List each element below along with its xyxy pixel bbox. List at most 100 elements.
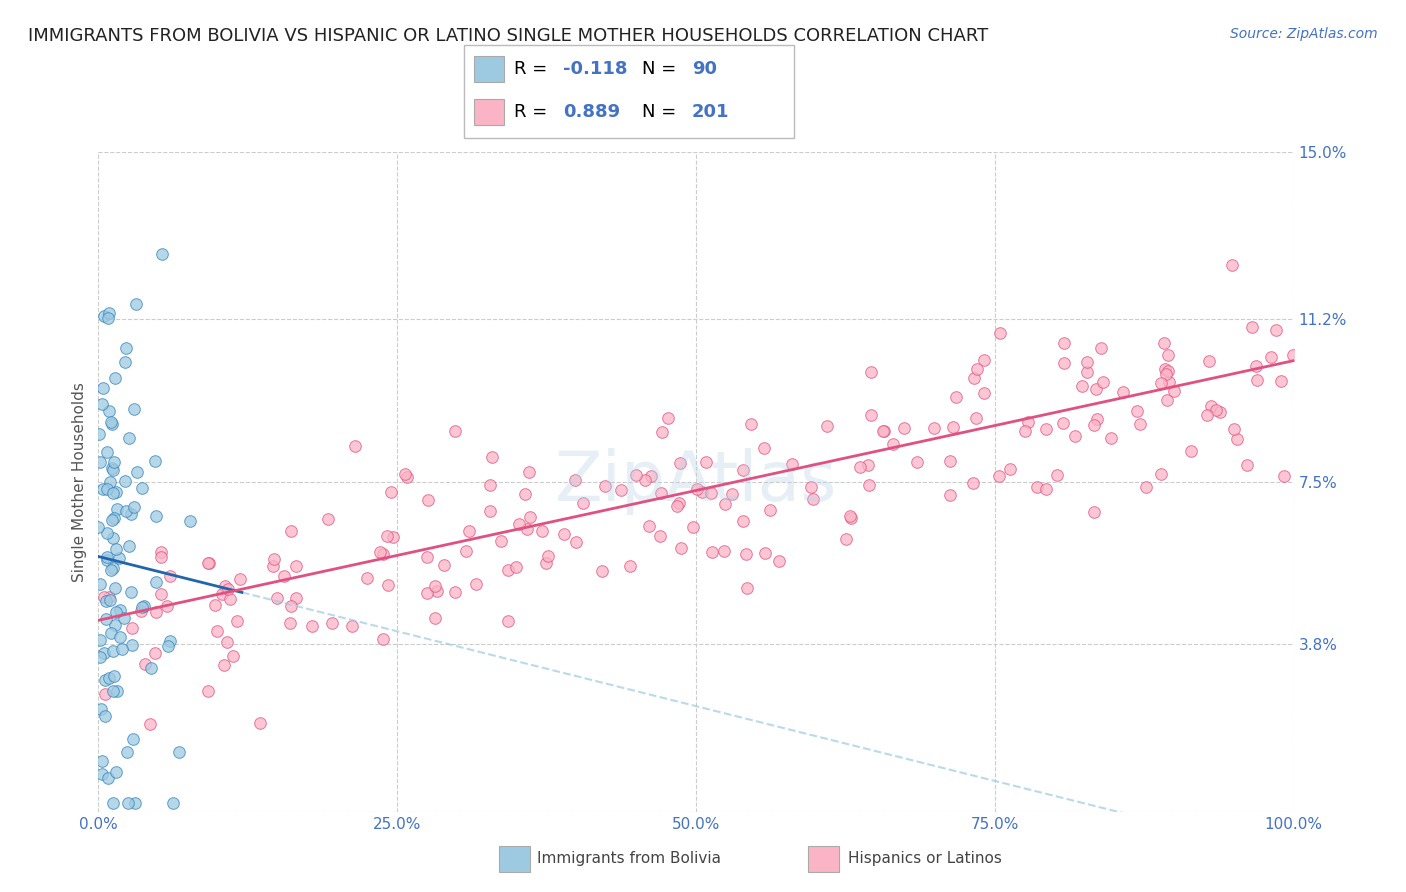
Point [1014,424,1036,438]
Point [754,546,776,560]
Point [714,497,737,511]
Point [987,469,1010,483]
Text: N =: N = [643,103,682,121]
Point [127,465,149,479]
Point [101,644,124,658]
Point [1084,382,1107,396]
Point [93,646,115,660]
Point [97,771,120,785]
Point [1083,505,1105,519]
Point [640,468,662,483]
Point [110,603,132,617]
Point [97,590,120,604]
Point [101,463,124,477]
Point [508,516,530,531]
Point [648,529,671,543]
Point [371,547,394,561]
Point [1153,336,1175,351]
Point [537,549,560,563]
Point [489,534,512,549]
Point [700,545,723,559]
Point [922,421,945,435]
Point [768,554,790,568]
Point [131,600,153,615]
Point [94,687,117,701]
Point [1017,415,1039,429]
Point [89,633,111,648]
Point [198,556,221,570]
Point [101,460,124,475]
Text: Hispanics or Latinos: Hispanics or Latinos [848,852,1001,866]
Point [1236,458,1258,472]
Point [444,585,467,599]
Text: 0.889: 0.889 [562,103,620,121]
Point [735,547,758,561]
Point [266,591,288,605]
Point [513,486,536,500]
Point [666,500,689,514]
Point [731,463,754,477]
Point [530,524,553,538]
Point [519,465,541,479]
Point [380,485,402,500]
Point [156,640,179,654]
Point [132,599,155,614]
Point [905,455,928,469]
Point [87,427,110,442]
Point [1157,375,1180,389]
Point [94,612,117,626]
Point [103,455,125,469]
Point [481,450,503,465]
Point [740,417,762,431]
Point [938,488,960,502]
Point [97,306,120,320]
Point [782,457,804,471]
Point [344,439,367,453]
Point [115,745,138,759]
Point [721,486,744,500]
Point [105,764,128,779]
Point [1195,409,1218,423]
Point [619,559,641,574]
Point [657,411,679,425]
Point [229,572,252,586]
Point [139,660,162,674]
Point [93,590,115,604]
Point [149,549,172,564]
FancyBboxPatch shape [474,99,503,125]
Point [318,512,340,526]
Point [162,796,184,810]
Point [262,559,284,574]
Point [94,709,117,723]
Point [179,514,201,528]
Point [418,493,440,508]
Point [225,614,247,628]
Point [105,541,128,556]
Point [91,396,114,410]
Point [610,483,633,497]
Point [458,524,481,538]
Point [1281,348,1303,362]
Point [754,441,776,455]
Point [98,672,121,686]
Point [731,514,754,528]
Point [1150,376,1173,390]
Point [873,424,896,438]
Point [624,467,647,482]
Point [381,530,404,544]
Point [100,513,122,527]
Point [114,341,136,355]
Point [375,529,398,543]
Point [564,473,586,487]
Point [96,526,118,541]
Point [973,385,995,400]
Point [89,455,111,469]
Point [1071,379,1094,393]
Point [433,558,456,572]
Point [87,520,110,534]
Point [938,454,960,468]
Point [650,485,672,500]
Point [105,684,128,698]
Point [100,417,122,431]
Point [218,592,240,607]
